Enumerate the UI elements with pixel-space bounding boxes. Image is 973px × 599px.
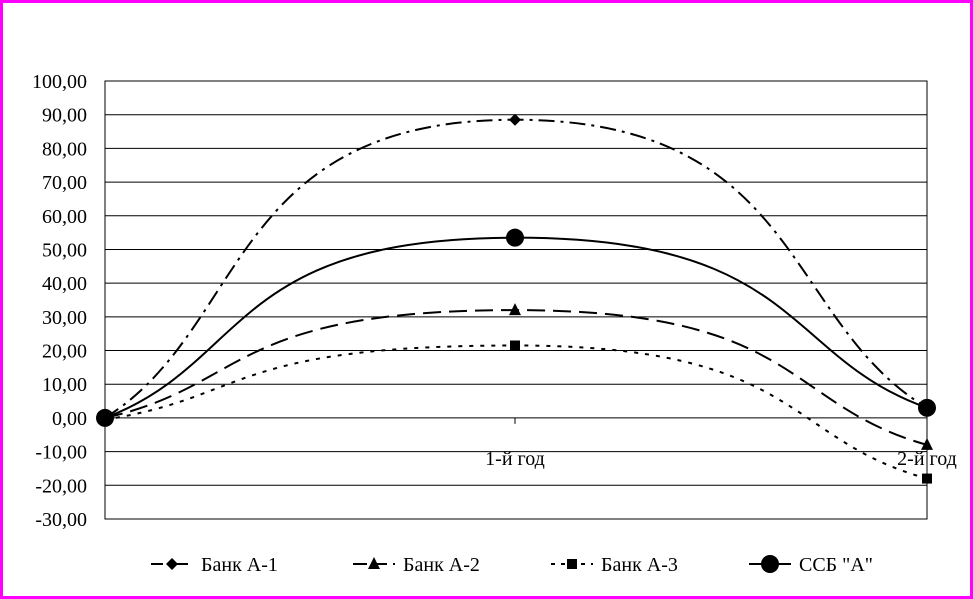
data-point-marker [922,473,932,484]
y-tick-label: 20,00 [42,341,87,363]
data-point-marker [921,437,933,450]
x-axis-tick-labels: 1-й год 2-й год [485,448,957,470]
gridlines [104,80,928,520]
series-lines [104,118,928,480]
legend-marker [761,555,779,573]
y-tick-label: 90,00 [42,105,87,127]
y-tick-label: -30,00 [35,509,87,531]
data-point-marker [506,228,524,247]
y-axis-tick-labels: 100,00 90,00 80,00 70,00 60,00 50,00 40,00 30,0… [32,71,87,531]
series-markers [96,113,936,484]
series-line [104,236,928,419]
series-line [104,118,928,419]
data-point-marker [510,340,520,351]
plot-area-border [104,80,928,520]
y-tick-label: 50,00 [42,239,87,261]
y-tick-label: 80,00 [42,138,87,160]
data-point-marker [96,408,114,427]
y-tick-label: 0,00 [52,408,87,430]
y-tick-label: -20,00 [35,475,87,497]
legend-marker [166,558,178,570]
legend-label: Банк А-3 [601,554,678,576]
y-tick-label: 70,00 [42,172,87,194]
data-point-marker [918,398,936,417]
line-chart: 100,00 90,00 80,00 70,00 60,00 50,00 40,00 30,0… [32,71,957,576]
y-tick-label: 40,00 [42,273,87,295]
legend-label: Банк А-1 [201,554,278,576]
y-tick-label: -10,00 [35,442,87,464]
x-tick-label: 1-й год [485,448,545,470]
data-point-marker [509,113,521,126]
legend-marker [567,559,577,569]
y-tick-label: 60,00 [42,206,87,228]
legend-label: ССБ "А" [799,554,873,576]
legend-label: Банк А-2 [403,554,480,576]
y-tick-label: 100,00 [32,71,87,93]
y-tick-label: 30,00 [42,307,87,329]
data-point-marker [509,303,521,316]
legend: Банк А-1 Банк А-2 Банк А-3 ССБ "А" [151,554,873,576]
legend-marker [368,557,380,569]
y-tick-label: 10,00 [42,374,87,396]
x-tick-label: 2-й год [897,448,957,470]
